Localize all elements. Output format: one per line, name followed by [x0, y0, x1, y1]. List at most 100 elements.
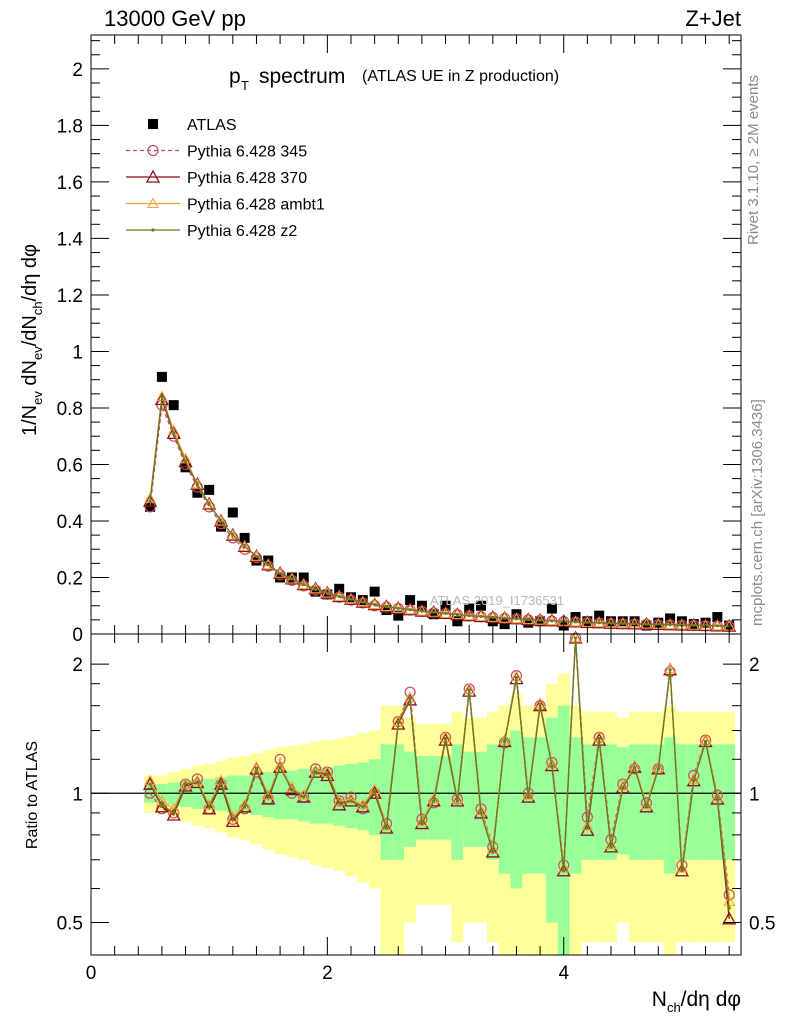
- ratio-band-inner: [510, 730, 523, 889]
- ratio-point: [415, 815, 428, 826]
- watermark: ATLAS 2019_I1736531: [430, 593, 564, 608]
- data-point: [676, 616, 687, 627]
- ratio-point: [396, 721, 400, 725]
- data-point: [629, 616, 640, 627]
- mc-point: [219, 519, 223, 523]
- mc-point: [183, 460, 188, 464]
- ratio-point: [278, 765, 282, 769]
- ratio-point: [443, 737, 448, 741]
- legend-label: ATLAS: [187, 117, 237, 134]
- data-point: [499, 619, 510, 630]
- legend-label: Pythia 6.428 370: [187, 170, 307, 187]
- ratio-point: [633, 765, 637, 769]
- main-ytick-label: 2: [72, 60, 83, 81]
- mc-point: [656, 622, 660, 626]
- ratio-point: [274, 759, 287, 771]
- mc-point: [313, 587, 318, 591]
- ratio-point: [219, 780, 223, 785]
- x-axis-label: Nch/dη dφ: [652, 988, 741, 1015]
- mc-point: [207, 502, 211, 506]
- mc-point: [668, 623, 672, 627]
- ratio-point: [325, 772, 329, 776]
- mcplots-label: mcplots.cern.ch [arXiv:1306.3436]: [749, 399, 766, 626]
- ratio-point: [368, 783, 381, 795]
- ratio-band-inner: [368, 759, 381, 835]
- main-ytick-label: 1.4: [57, 229, 84, 250]
- ratio-point: [333, 794, 346, 806]
- main-ytick-label: 1.8: [57, 116, 83, 137]
- ratio-band-inner: [321, 767, 334, 824]
- ratio-point: [183, 782, 188, 786]
- mc-point: [254, 554, 259, 558]
- ratio-xtick-label: 0: [86, 963, 97, 984]
- ratio-point: [262, 789, 275, 800]
- mc-point: [633, 622, 637, 626]
- ratio-band-inner: [274, 770, 286, 820]
- mc-point: [250, 552, 263, 564]
- ratio-point: [309, 764, 322, 776]
- ratio-point: [556, 863, 571, 877]
- ratio-point: [207, 805, 211, 809]
- ratio-point: [550, 764, 554, 768]
- ratio-point: [581, 819, 594, 831]
- legend-marker: [145, 169, 161, 183]
- ratio-band-inner: [676, 744, 688, 860]
- panel-frames: [90, 34, 742, 956]
- mc-point: [432, 610, 436, 614]
- ratio-point: [321, 766, 334, 777]
- ratio-point: [621, 786, 625, 790]
- ratio-band-inner: [581, 744, 594, 860]
- y-axis-label-main: 1/Nev dNev/dNch/dη dφ: [19, 244, 45, 436]
- legend-entry-1: ATLAS: [148, 117, 237, 134]
- ratio-band-inner: [593, 744, 606, 860]
- ratio-point: [231, 817, 235, 821]
- ratio-point: [384, 826, 389, 830]
- axes: 0 0.2 0.4 0.6 0.8 1 1.2 1.4 1.6 1.8 2 0 2 4 0.5 0.5 1 1 2 2: [57, 35, 775, 984]
- ratio-point: [391, 716, 406, 730]
- ratio-band-inner: [664, 737, 676, 874]
- ratio-ytick-label-right: 0.5: [749, 913, 775, 934]
- ratio-point: [261, 791, 276, 805]
- ratio-point: [361, 805, 365, 809]
- ratio-point: [373, 789, 377, 794]
- ratio-point: [727, 906, 731, 910]
- ratio-band-inner: [475, 751, 487, 847]
- mc-point: [692, 623, 696, 627]
- data-point: [369, 586, 380, 597]
- mc-point: [585, 620, 589, 625]
- mc-point: [373, 603, 377, 607]
- ratio-point: [238, 798, 251, 810]
- ratio-point: [668, 668, 672, 672]
- data-point: [156, 371, 167, 382]
- ratio-band-inner: [238, 775, 251, 813]
- ratio-band-inner: [215, 777, 227, 811]
- ratio-band-inner: [699, 744, 712, 860]
- ratio-point: [309, 763, 322, 775]
- mc-point: [262, 560, 274, 572]
- main-ytick-label: 0.2: [57, 568, 83, 589]
- mc-point: [160, 395, 164, 399]
- ratio-point: [438, 732, 453, 746]
- ratio-point: [573, 636, 578, 640]
- ratio-point: [191, 774, 204, 786]
- legend-label: Pythia 6.428 345: [187, 144, 307, 161]
- legend-entry-3: Pythia 6.428 370: [126, 169, 307, 187]
- ratio-point: [644, 805, 649, 809]
- ratio-point: [562, 869, 566, 873]
- data-point: [452, 616, 463, 627]
- ratio-band-inner: [404, 751, 416, 847]
- ratio-point: [172, 811, 176, 815]
- ratio-ytick-label: 0.5: [57, 913, 83, 934]
- main-ytick-label: 0.6: [57, 455, 83, 476]
- ratio-xtick-label: 2: [322, 963, 333, 984]
- data-point: [393, 610, 404, 621]
- ratio-point: [285, 781, 298, 793]
- ratio-point: [451, 792, 464, 804]
- legend-marker: [147, 144, 159, 157]
- ratio-point: [349, 799, 353, 803]
- mc-point: [142, 493, 158, 507]
- ratio-band-inner: [616, 747, 629, 855]
- data-point: [617, 616, 628, 627]
- mc-point: [621, 621, 625, 626]
